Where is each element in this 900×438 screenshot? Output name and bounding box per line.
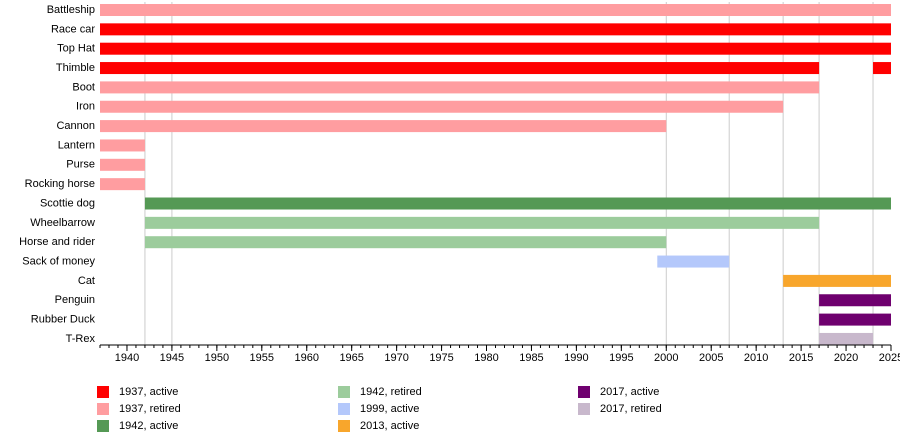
category-label: Rocking horse [25,178,95,190]
x-tick-label: 2020 [834,352,858,364]
x-tick-label: 1970 [384,352,408,364]
x-tick-label: 1965 [339,352,363,364]
bar [144,197,891,210]
bar [100,100,784,113]
x-tick-label: 1950 [205,352,229,364]
category-label: Horse and rider [19,236,95,248]
legend-swatch [97,420,109,432]
legend-label: 1937, retired [119,403,181,415]
x-tick-label: 2000 [654,352,678,364]
bar [819,313,891,326]
x-tick-label: 1990 [564,352,588,364]
category-label: Thimble [56,62,95,74]
bar [144,236,667,249]
category-label: Rubber Duck [31,314,96,326]
legend-label: 2017, active [600,386,659,398]
bar [100,139,145,152]
bar [657,255,730,268]
legend-label: 2017, retired [600,403,662,415]
bar [100,158,145,171]
category-label: Battleship [47,4,95,16]
legend-swatch [578,386,590,398]
bar [873,62,891,75]
legend-label: 1942, active [119,420,178,432]
x-tick-label: 2015 [789,352,813,364]
x-tick-label: 2025 [879,352,900,364]
legend-swatch [578,403,590,415]
legend-swatch [338,403,350,415]
bar [100,81,820,94]
bar [819,294,891,307]
bar [819,332,874,345]
bar [100,178,145,191]
bar [100,42,891,55]
category-label: Penguin [55,294,95,306]
x-tick-label: 1960 [294,352,318,364]
category-label: Sack of money [22,255,95,267]
bar [100,62,820,75]
bar [144,216,820,229]
category-label: Cannon [56,120,95,132]
legend-swatch [97,386,109,398]
category-label: Scottie dog [40,197,95,209]
category-label: Wheelbarrow [30,217,95,229]
legend-swatch [97,403,109,415]
x-tick-label: 1975 [429,352,453,364]
x-tick-label: 1955 [250,352,274,364]
legend-label: 2013, active [360,420,419,432]
bar [783,274,891,287]
x-tick-label: 1995 [609,352,633,364]
category-label: Cat [78,275,95,287]
x-tick-label: 1945 [160,352,184,364]
category-label: Purse [66,159,95,171]
legend-swatch [338,386,350,398]
bar [100,120,667,133]
category-label: T-Rex [66,333,96,345]
legend-label: 1999, active [360,403,419,415]
x-tick-label: 2005 [699,352,723,364]
x-tick-label: 1985 [519,352,543,364]
bar [100,4,891,16]
category-label: Top Hat [57,43,95,55]
category-label: Boot [72,81,95,93]
x-tick-label: 2010 [744,352,768,364]
x-tick-label: 1940 [115,352,139,364]
legend-swatch [338,420,350,432]
category-label: Race car [51,23,95,35]
category-label: Lantern [58,139,95,151]
category-label: Iron [76,101,95,113]
x-tick-label: 1980 [474,352,498,364]
legend-label: 1942, retired [360,386,422,398]
bar [100,23,891,36]
legend-label: 1937, active [119,386,178,398]
